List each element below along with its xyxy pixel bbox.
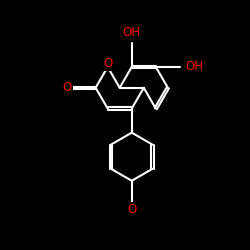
- Text: O: O: [127, 203, 136, 216]
- Text: OH: OH: [123, 26, 141, 39]
- Text: OH: OH: [185, 60, 203, 74]
- Text: O: O: [62, 81, 72, 94]
- Text: O: O: [103, 57, 112, 70]
